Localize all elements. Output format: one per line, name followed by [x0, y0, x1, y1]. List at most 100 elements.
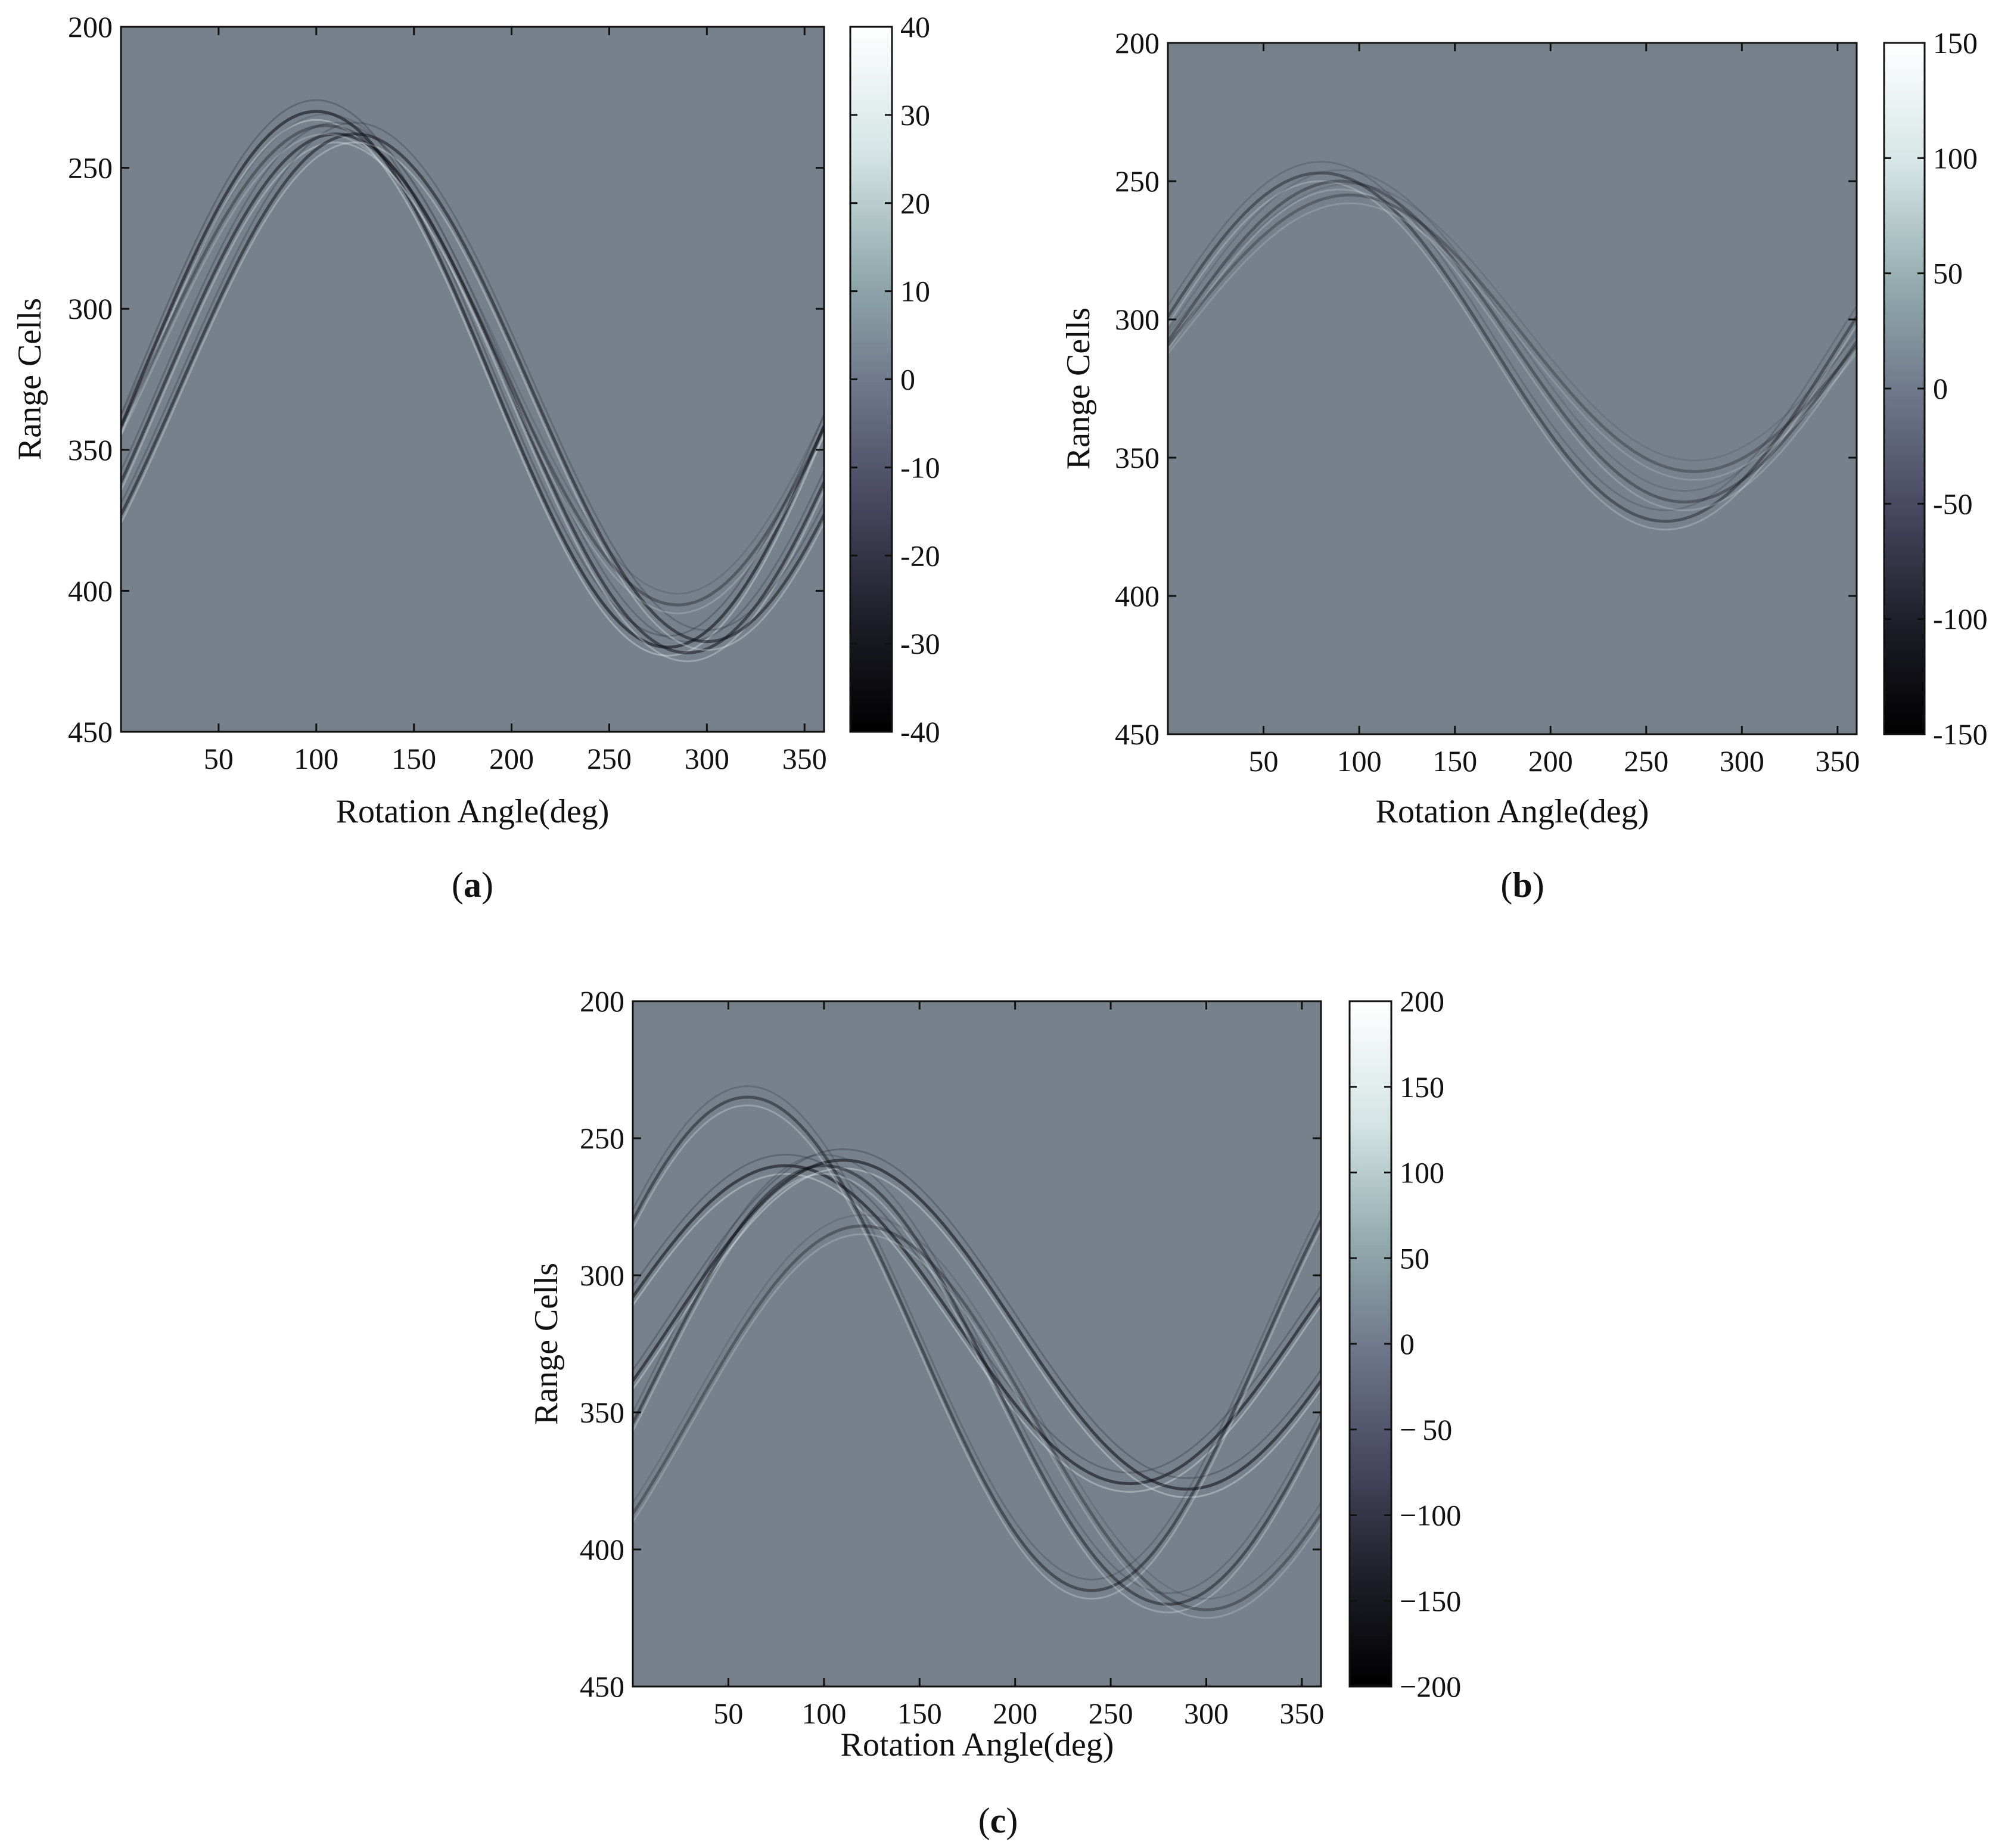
x-axis-label-b: Rotation Angle(deg) — [1376, 793, 1649, 830]
colorbar-tick-label: -40 — [900, 715, 940, 748]
range-curve — [633, 1154, 1321, 1595]
range-curve — [1168, 193, 1857, 473]
colorbar-tick-label: -50 — [1933, 487, 1973, 520]
range-curve — [121, 133, 824, 614]
colorbar-tick-label: 150 — [1933, 26, 1978, 60]
plot-frame-a — [120, 26, 825, 733]
colorbar-tick-label: −100 — [1400, 1499, 1461, 1532]
x-tick-label: 100 — [801, 1697, 846, 1730]
colorbar-tick-label: 150 — [1400, 1070, 1444, 1104]
y-tick-label: 200 — [580, 984, 624, 1018]
colorbar-tick-label: 10 — [900, 275, 930, 308]
x-tick-label: 150 — [1432, 744, 1477, 778]
range-curve — [633, 1095, 1321, 1592]
y-tick-label: 450 — [1115, 718, 1160, 751]
range-curve — [633, 1159, 1321, 1491]
panel-c: 50 100 150 200 250 300 350 200250300350400450 … — [528, 984, 1461, 1840]
range-curve — [121, 141, 824, 651]
range-curve — [633, 1173, 1321, 1614]
y-axis-label-c: Range Cells — [528, 1263, 565, 1425]
colorbar-tick-label: -30 — [900, 627, 940, 660]
range-curve — [633, 1233, 1321, 1619]
range-curve — [633, 1148, 1321, 1479]
x-tick-label: 250 — [587, 742, 632, 775]
panel-a: 50 100 150 200 250 300 350 200250300350400450 … — [11, 10, 940, 905]
range-curve — [1168, 171, 1857, 523]
y-tick-label: 400 — [1115, 579, 1160, 613]
colorbar-tick-label: 50 — [1933, 257, 1963, 290]
colorbar-tick-label: − 50 — [1400, 1413, 1452, 1446]
colorbar-tick-label: 50 — [1400, 1241, 1429, 1275]
colorbar-tick-label: 20 — [900, 187, 930, 220]
x-tick-label: 250 — [1624, 744, 1668, 778]
range-curve — [633, 1164, 1321, 1606]
range-curve — [633, 1154, 1321, 1474]
range-curve — [633, 1214, 1321, 1600]
range-curve — [121, 122, 824, 643]
y-tick-label: 350 — [1115, 441, 1160, 474]
plot-frame-b — [1167, 42, 1858, 735]
range-curve — [1168, 160, 1857, 511]
range-curve — [121, 132, 824, 644]
range-curve — [1168, 169, 1857, 492]
x-axis-ticks-a: 50 100 150 200 250 300 350 — [204, 27, 827, 775]
range-curve — [121, 113, 824, 595]
colorbar-tick-label: 100 — [1933, 141, 1978, 175]
range-curve — [1168, 180, 1857, 531]
colorbar-tick-label: 200 — [1400, 984, 1444, 1018]
range-curve — [633, 1173, 1321, 1493]
x-tick-label: 50 — [713, 1697, 743, 1730]
y-axis-ticks-a: 200 250 300 350 400 450 — [68, 10, 824, 748]
curves-a — [121, 99, 824, 663]
curves-b — [1168, 160, 1857, 531]
colorbar-tick-label: 40 — [900, 10, 930, 44]
colorbar-ticks-a: 40 30 20 10 0 -10 -20 -30 -40 — [850, 10, 940, 748]
y-axis-ticks-b: 200 250 300 350 400 450 — [1115, 26, 1857, 751]
x-axis-ticks-c: 50 100 150 200 250 300 350 — [713, 1001, 1324, 1730]
caption-a: (a) — [452, 865, 493, 905]
colorbar-tick-label: 0 — [1933, 372, 1948, 405]
range-curve — [121, 110, 824, 649]
y-tick-label: 300 — [580, 1259, 624, 1292]
y-axis-ticks-c: 200 250 300 350 400 450 — [580, 984, 1321, 1703]
y-tick-label: 450 — [580, 1670, 624, 1703]
x-tick-label: 100 — [294, 742, 338, 775]
y-axis-label-b: Range Cells — [1060, 308, 1097, 470]
colorbar-tick-label: -150 — [1933, 718, 1988, 751]
range-curve — [121, 122, 824, 632]
x-axis-label-c: Rotation Angle(deg) — [841, 1726, 1114, 1763]
colorbar-tick-label: -20 — [900, 539, 940, 572]
plot-area-c — [633, 1001, 1321, 1687]
range-curve — [121, 119, 824, 657]
range-curve — [121, 99, 824, 637]
range-curve — [633, 1085, 1321, 1581]
range-curve — [1168, 202, 1857, 481]
x-tick-label: 150 — [391, 742, 436, 775]
x-tick-label: 350 — [1279, 1697, 1324, 1730]
x-tick-label: 300 — [1184, 1697, 1229, 1730]
x-axis-ticks-b: 50 100 150 200 250 300 350 — [1249, 43, 1860, 778]
x-tick-label: 100 — [1337, 744, 1382, 778]
range-curve — [633, 1224, 1321, 1611]
y-tick-label: 350 — [68, 433, 113, 467]
colorbar-tick-label: 100 — [1400, 1156, 1444, 1189]
colorbar-tick-label: -10 — [900, 451, 940, 484]
y-tick-label: 200 — [1115, 26, 1160, 60]
x-tick-label: 200 — [489, 742, 534, 775]
panel-b: 50 100 150 200 250 300 350 200250300350400450 … — [1060, 26, 1988, 905]
range-curve — [633, 1164, 1321, 1486]
x-axis-label-a: Rotation Angle(deg) — [336, 793, 610, 830]
y-tick-label: 350 — [580, 1396, 624, 1429]
x-tick-label: 250 — [1089, 1697, 1133, 1730]
range-curve — [1168, 179, 1857, 504]
range-curve — [633, 1167, 1321, 1499]
colorbar-tick-label: -100 — [1933, 602, 1988, 636]
range-curve — [1168, 183, 1857, 462]
range-curve — [121, 124, 824, 607]
x-tick-label: 300 — [685, 742, 729, 775]
x-tick-label: 50 — [204, 742, 234, 775]
range-curve — [633, 1104, 1321, 1600]
caption-b: (b) — [1500, 865, 1544, 905]
colorbar-tick-label: −200 — [1400, 1670, 1461, 1703]
